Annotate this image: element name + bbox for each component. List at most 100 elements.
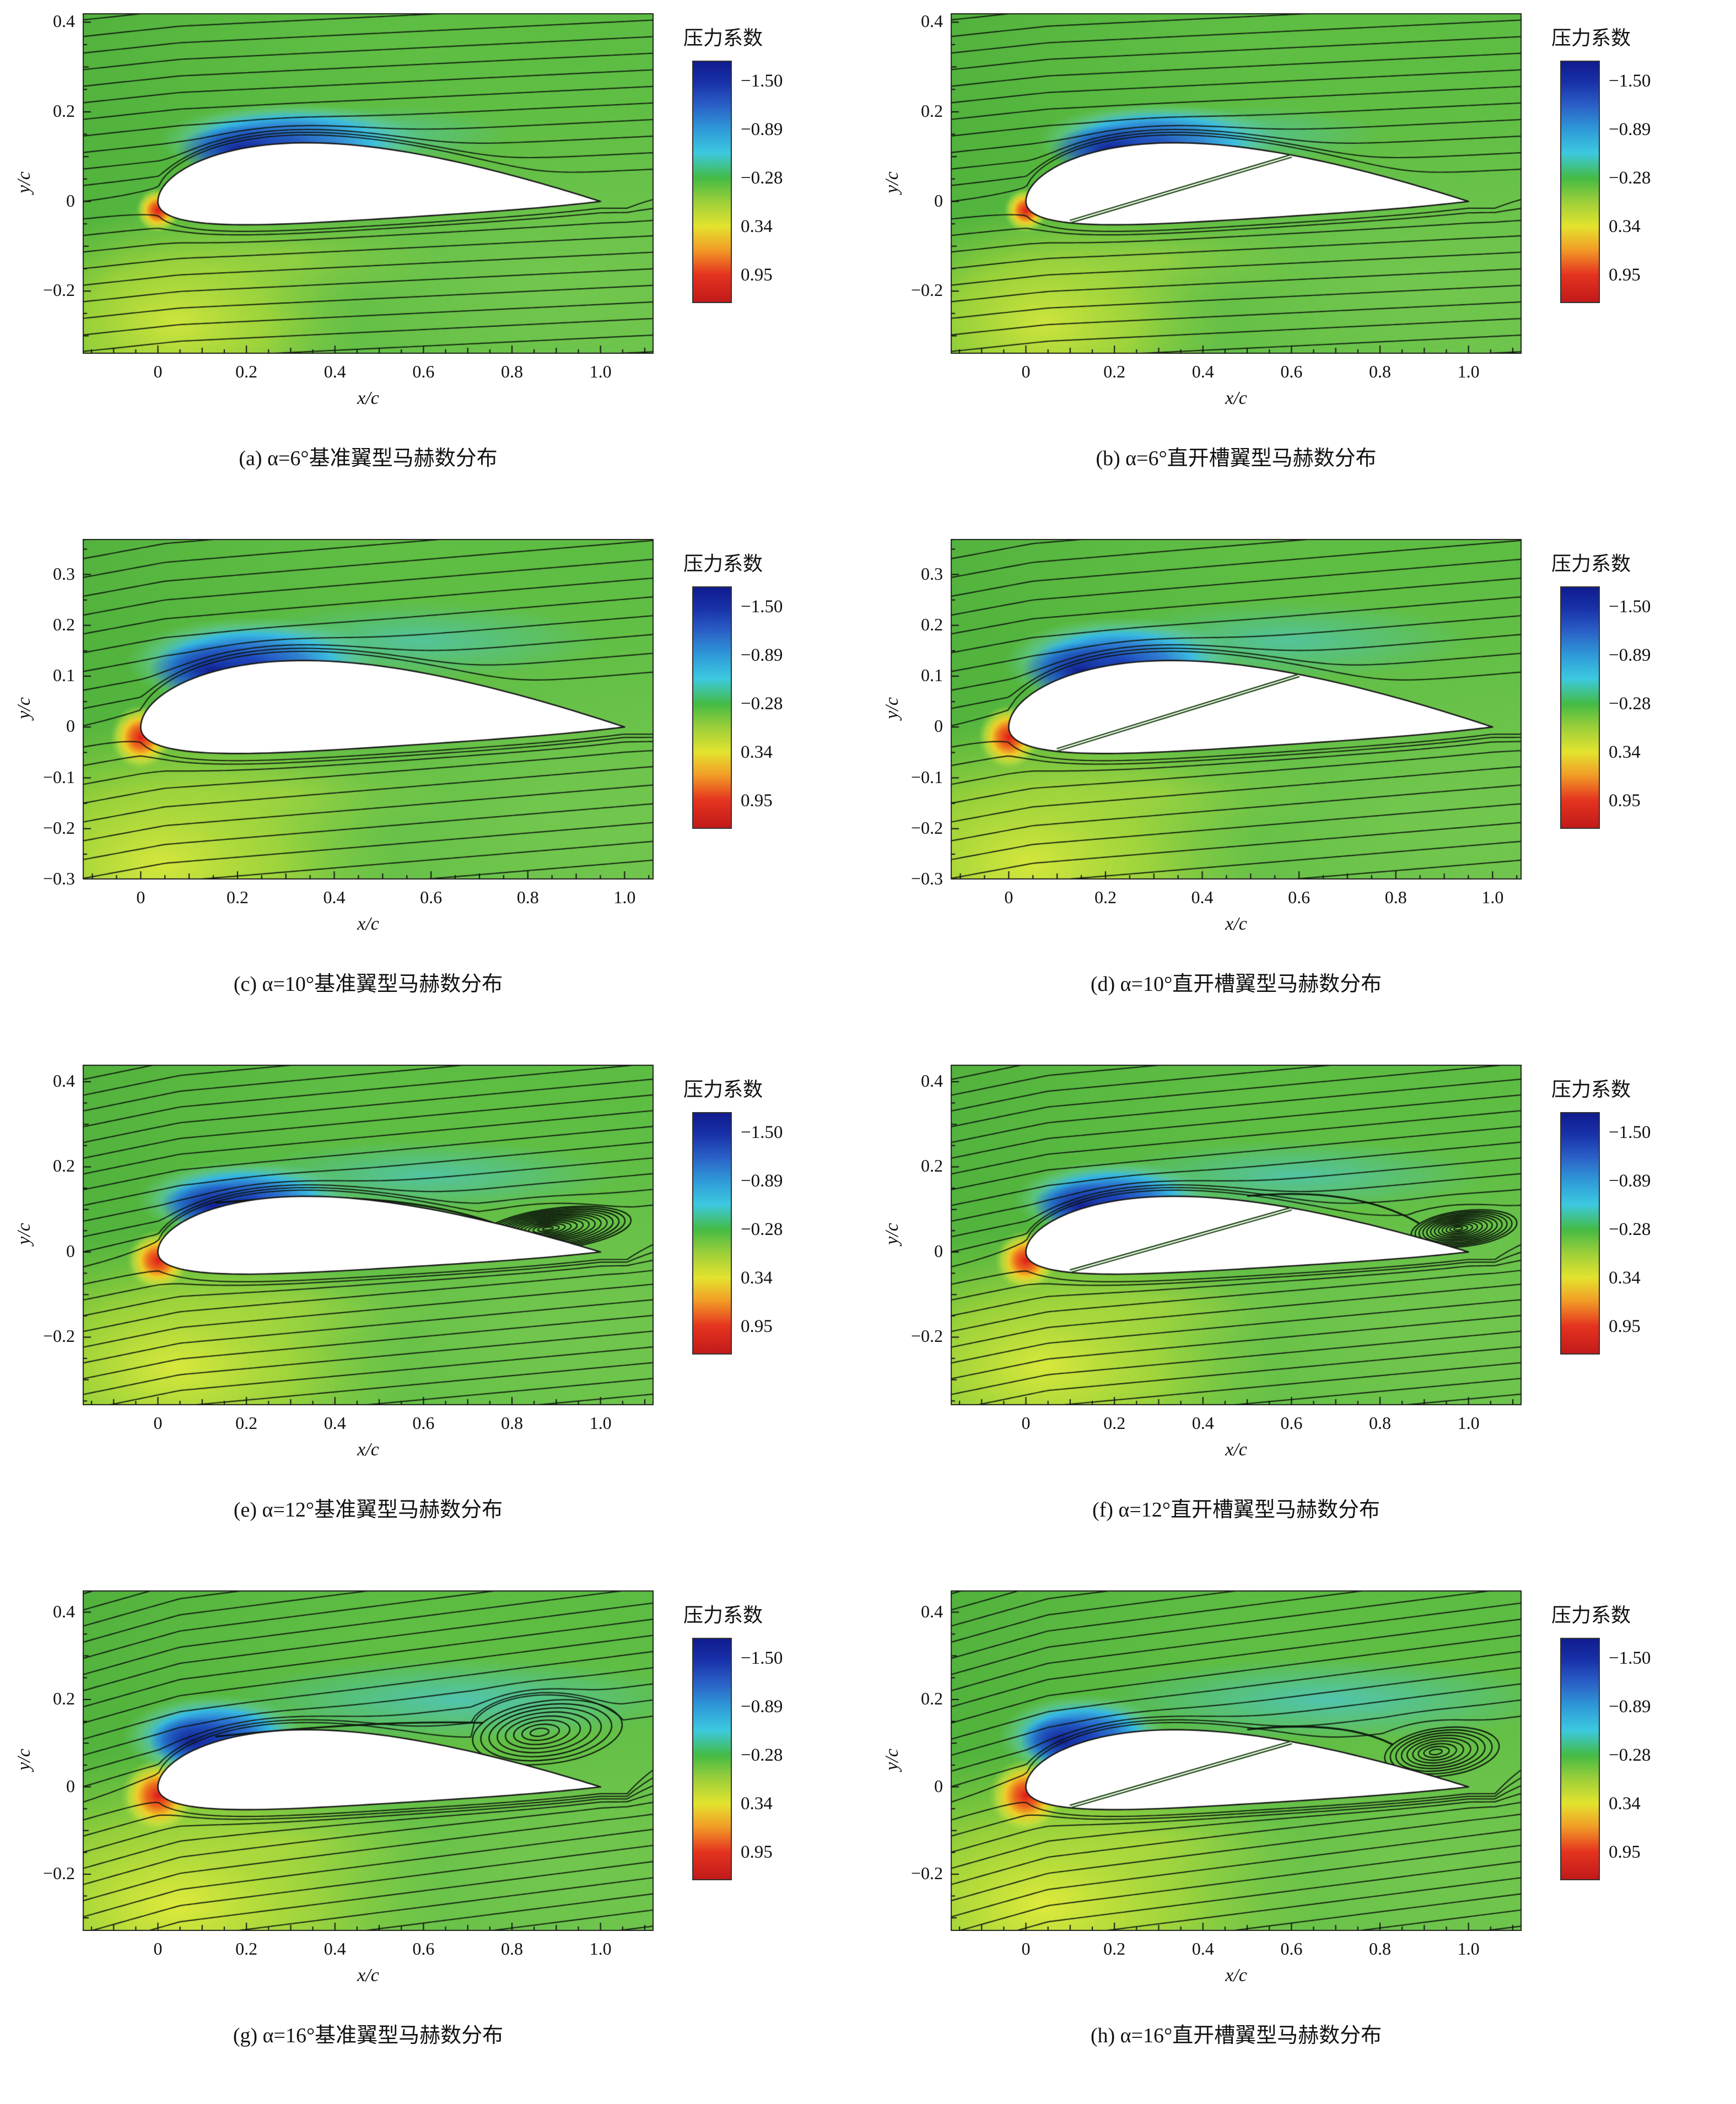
colorbar-title: 压力系数 [1551,553,1631,575]
colorbar-tick-label: 0.95 [741,791,773,811]
subplot-a: y/c x/c 压力系数 (a) α=6°基准翼型马赫数分布 −1.50 −0.8… [0,0,868,526]
x-tick-label: 0.4 [324,1939,346,1959]
colorbar [1560,586,1600,829]
x-tick-label: 0.4 [1192,362,1214,381]
colorbar-tick-label: 0.95 [1609,1842,1641,1863]
x-tick-label: 0 [153,362,163,381]
x-tick-label: 0.6 [1280,362,1303,381]
y-tick-label: 0 [934,716,943,736]
colorbar-tick-label: −0.28 [741,1745,783,1766]
x-axis-label: x/c [1225,914,1247,934]
y-tick-label: 0 [66,1776,75,1796]
x-tick-label: 1.0 [1481,887,1504,907]
x-tick-label: 0.8 [501,1413,523,1433]
colorbar-tick-label: −0.89 [741,1697,783,1717]
colorbar [1560,1638,1600,1880]
x-tick-label: 0.8 [1369,362,1391,381]
x-tick-label: 1.0 [589,1939,612,1959]
colorbar [1560,1112,1600,1355]
colorbar-title: 压力系数 [683,553,763,575]
colorbar-title: 压力系数 [1551,1604,1631,1626]
x-tick-label: 0.6 [412,1413,435,1433]
x-tick-label: 1.0 [589,362,612,381]
colorbar-tick-label: −0.89 [1609,1171,1651,1191]
colorbar-title: 压力系数 [683,1604,763,1626]
x-axis-label: x/c [357,1965,379,1986]
colorbar-tick-label: 0.34 [741,742,773,763]
subplot-e: y/c x/c 压力系数 (e) α=12°基准翼型马赫数分布 −1.50 −0.… [0,1051,868,1577]
colorbar-tick-label: 0.34 [741,1794,773,1814]
colorbar-tick-label: −1.50 [741,597,783,617]
y-tick-label: 0 [934,1240,943,1261]
colorbar-tick-label: −0.89 [1609,1697,1651,1717]
y-tick-label: 0 [934,190,943,211]
y-tick-label: 0.1 [921,665,943,686]
colorbar-tick-label: 0.95 [741,1842,773,1863]
colorbar-title: 压力系数 [683,27,763,49]
colorbar-tick-label: 0.34 [1609,217,1641,237]
y-tick-label: 0.2 [921,614,943,634]
y-tick-label: 0.2 [53,100,75,121]
y-tick-label: 0.3 [921,563,943,584]
colorbar-title: 压力系数 [1551,1078,1631,1100]
subplot-g: y/c x/c 压力系数 (g) α=16°基准翼型马赫数分布 −1.50 −0.… [0,1577,868,2103]
y-tick-label: 0 [66,716,75,736]
colorbar-tick-label: 0.34 [1609,742,1641,763]
y-tick-label: −0.2 [42,1326,75,1346]
x-tick-label: 0.2 [226,887,249,907]
y-tick-label: −0.2 [910,1863,943,1883]
colorbar [692,61,732,303]
colorbar-tick-label: −1.50 [741,1648,783,1669]
subplot-caption: (c) α=10°基准翼型马赫数分布 [233,973,503,996]
colorbar-tick-label: −1.50 [1609,1123,1651,1143]
x-tick-label: 0.4 [324,1413,346,1433]
x-tick-label: 0.4 [323,887,346,907]
x-axis-label: x/c [1225,1439,1247,1460]
colorbar-tick-label: −1.50 [1609,597,1651,617]
colorbar-tick-label: 0.95 [1609,791,1641,811]
x-tick-label: 0.2 [235,362,258,381]
flow-field-plot [83,539,654,880]
subplot-caption: (g) α=16°基准翼型马赫数分布 [233,2024,504,2047]
x-tick-label: 1.0 [1457,362,1480,381]
colorbar-tick-label: 0.95 [741,265,773,285]
flow-field-plot [951,13,1522,354]
subplot-caption: (f) α=12°直开槽翼型马赫数分布 [1092,1498,1380,1522]
x-tick-label: 0.2 [1103,1413,1126,1433]
colorbar-title: 压力系数 [683,1078,763,1100]
x-tick-label: 1.0 [613,887,636,907]
x-tick-label: 0.6 [420,887,443,907]
x-axis-label: x/c [357,1439,379,1460]
subplot-caption: (b) α=6°直开槽翼型马赫数分布 [1096,447,1377,470]
colorbar-tick-label: 0.95 [1609,265,1641,285]
y-tick-label: −0.3 [910,868,943,888]
x-tick-label: 0.6 [1280,1413,1303,1433]
y-tick-label: −0.1 [42,767,75,787]
x-tick-label: 1.0 [1457,1413,1480,1433]
y-tick-label: 0 [66,190,75,211]
colorbar-tick-label: 0.34 [741,217,773,237]
y-tick-label: 0.1 [53,665,75,686]
flow-field-plot [83,1065,654,1405]
subplot-d: y/c x/c 压力系数 (d) α=10°直开槽翼型马赫数分布 −1.50 −0… [868,526,1736,1051]
x-tick-label: 0.8 [1369,1939,1391,1959]
colorbar-tick-label: −0.89 [741,1171,783,1191]
x-tick-label: 0 [1004,887,1013,907]
colorbar-tick-label: −0.28 [1609,694,1651,714]
x-tick-label: 0.4 [1191,887,1214,907]
subplot-f: y/c x/c 压力系数 (f) α=12°直开槽翼型马赫数分布 −1.50 −0… [868,1051,1736,1577]
x-tick-label: 0 [1021,1939,1031,1959]
colorbar [1560,61,1600,303]
x-tick-label: 0 [1021,1413,1031,1433]
y-tick-label: −0.2 [910,817,943,838]
y-tick-label: 0.2 [921,100,943,121]
subplot-b: y/c x/c 压力系数 (b) α=6°直开槽翼型马赫数分布 −1.50 −0.… [868,0,1736,526]
colorbar-tick-label: −0.89 [1609,645,1651,666]
y-tick-label: −0.3 [42,868,75,888]
x-tick-label: 0.8 [1369,1413,1391,1433]
y-tick-label: 0.4 [921,1070,943,1091]
colorbar-title: 压力系数 [1551,27,1631,49]
y-tick-label: −0.2 [42,1863,75,1883]
colorbar-tick-label: −0.89 [1609,120,1651,140]
